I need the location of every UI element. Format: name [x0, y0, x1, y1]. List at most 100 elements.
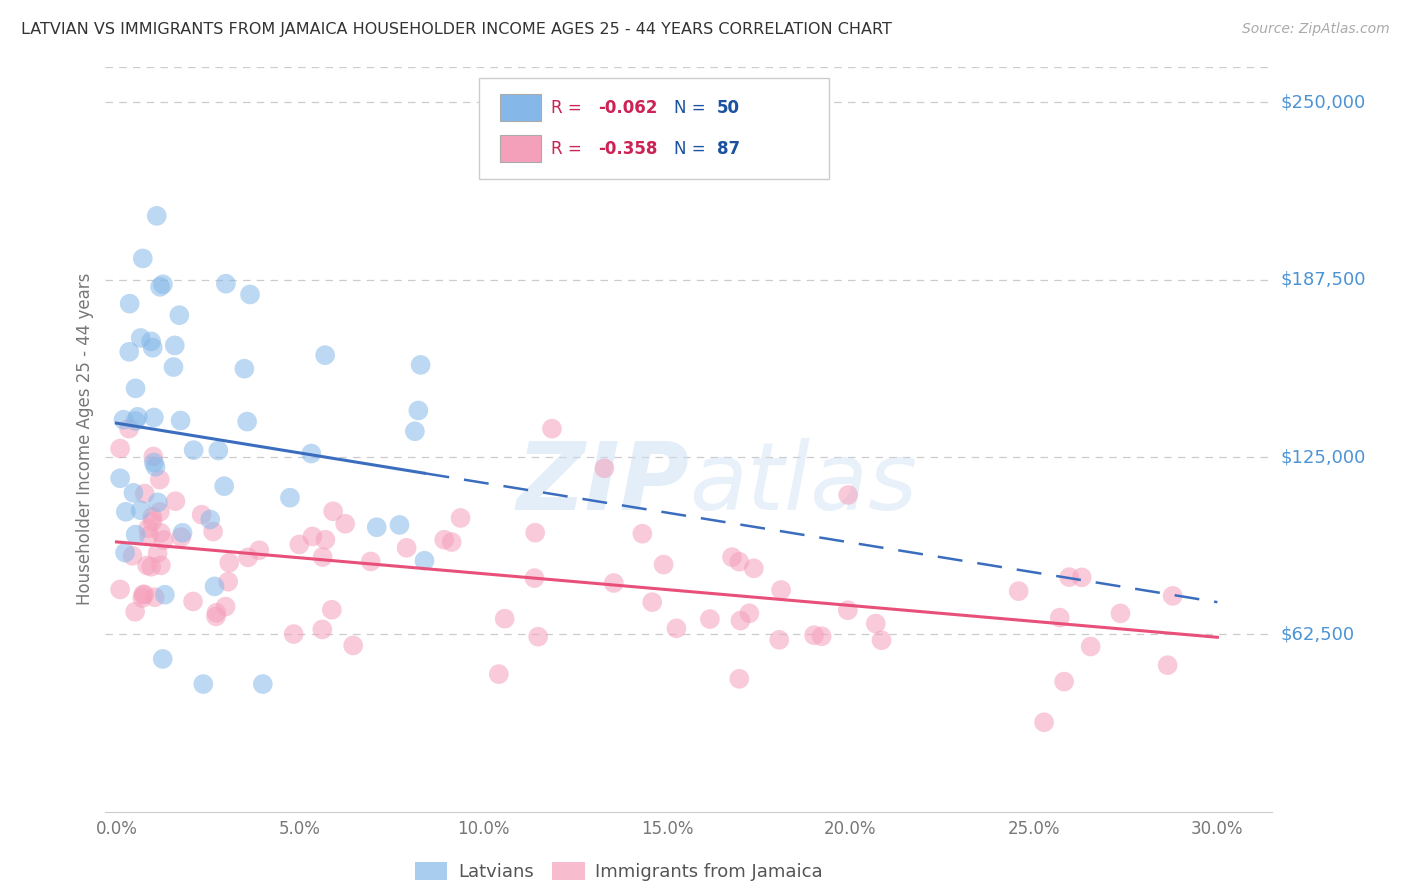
Point	[149, 558, 172, 573]
Point	[837, 488, 859, 502]
Point	[134, 486, 156, 500]
Point	[108, 471, 131, 485]
Point	[145, 209, 167, 223]
Point	[494, 612, 516, 626]
Point	[322, 504, 344, 518]
Point	[124, 605, 146, 619]
Point	[169, 308, 191, 322]
Point	[163, 338, 186, 352]
Point	[742, 561, 765, 575]
Point	[145, 459, 167, 474]
Point	[450, 511, 472, 525]
Point	[142, 456, 165, 470]
Point	[217, 574, 239, 589]
Point	[239, 287, 262, 301]
Point	[593, 461, 616, 475]
Point	[366, 520, 388, 534]
Point	[360, 554, 382, 568]
Point	[1080, 640, 1102, 654]
Point	[301, 529, 323, 543]
Point	[200, 512, 222, 526]
Legend: Latvians, Immigrants from Jamaica: Latvians, Immigrants from Jamaica	[408, 855, 830, 888]
Point	[138, 528, 160, 542]
Point	[108, 582, 131, 597]
Point	[311, 623, 333, 637]
Point	[488, 667, 510, 681]
Point	[124, 381, 146, 395]
Point	[218, 556, 240, 570]
FancyBboxPatch shape	[501, 136, 541, 162]
Point	[770, 582, 793, 597]
Point	[730, 614, 752, 628]
Point	[141, 514, 163, 528]
Point	[149, 280, 172, 294]
Point	[193, 677, 215, 691]
Text: Source: ZipAtlas.com: Source: ZipAtlas.com	[1241, 22, 1389, 37]
Point	[1109, 607, 1132, 621]
Point	[278, 491, 301, 505]
Point	[314, 533, 336, 547]
Text: 50: 50	[717, 99, 740, 117]
Point	[233, 361, 256, 376]
Text: $187,500: $187,500	[1281, 270, 1367, 289]
Point	[810, 629, 832, 643]
Point	[413, 554, 436, 568]
Point	[870, 633, 893, 648]
Point	[190, 508, 212, 522]
Point	[162, 359, 184, 374]
Point	[146, 546, 169, 560]
Point	[524, 525, 547, 540]
Point	[665, 621, 688, 635]
Point	[652, 558, 675, 572]
Point	[134, 587, 156, 601]
Point	[139, 334, 162, 349]
Text: N =: N =	[673, 99, 710, 117]
Point	[311, 549, 333, 564]
Point	[181, 594, 204, 608]
Point	[202, 524, 225, 539]
Point	[136, 558, 159, 573]
Point	[108, 442, 131, 456]
Point	[409, 358, 432, 372]
Point	[132, 588, 155, 602]
Point	[141, 509, 163, 524]
Point	[1053, 674, 1076, 689]
Point	[205, 606, 228, 620]
Point	[114, 505, 136, 519]
Point	[124, 527, 146, 541]
Text: 87: 87	[717, 140, 740, 158]
Point	[299, 446, 322, 460]
Point	[142, 410, 165, 425]
Point	[121, 549, 143, 563]
Point	[1008, 584, 1031, 599]
Point	[149, 525, 172, 540]
Point	[321, 603, 343, 617]
Point	[118, 344, 141, 359]
Point	[183, 443, 205, 458]
Y-axis label: Householder Income Ages 25 - 44 years: Householder Income Ages 25 - 44 years	[76, 273, 94, 606]
Point	[1156, 658, 1178, 673]
Point	[114, 546, 136, 560]
Point	[152, 533, 174, 547]
Point	[523, 571, 546, 585]
Text: ZIP: ZIP	[516, 438, 689, 530]
Point	[127, 409, 149, 424]
Text: -0.358: -0.358	[598, 140, 657, 158]
Point	[631, 526, 654, 541]
Point	[214, 599, 236, 614]
Point	[527, 630, 550, 644]
Point	[837, 603, 859, 617]
Point	[1049, 610, 1071, 624]
Point	[728, 555, 751, 569]
Point	[768, 632, 790, 647]
Text: $125,000: $125,000	[1281, 448, 1367, 466]
Point	[207, 443, 229, 458]
Point	[342, 639, 364, 653]
Text: $250,000: $250,000	[1281, 94, 1367, 112]
Point	[603, 576, 626, 591]
Point	[335, 516, 357, 531]
Point	[721, 550, 744, 565]
Point	[440, 535, 463, 549]
Point	[165, 494, 187, 508]
Point	[118, 296, 141, 310]
